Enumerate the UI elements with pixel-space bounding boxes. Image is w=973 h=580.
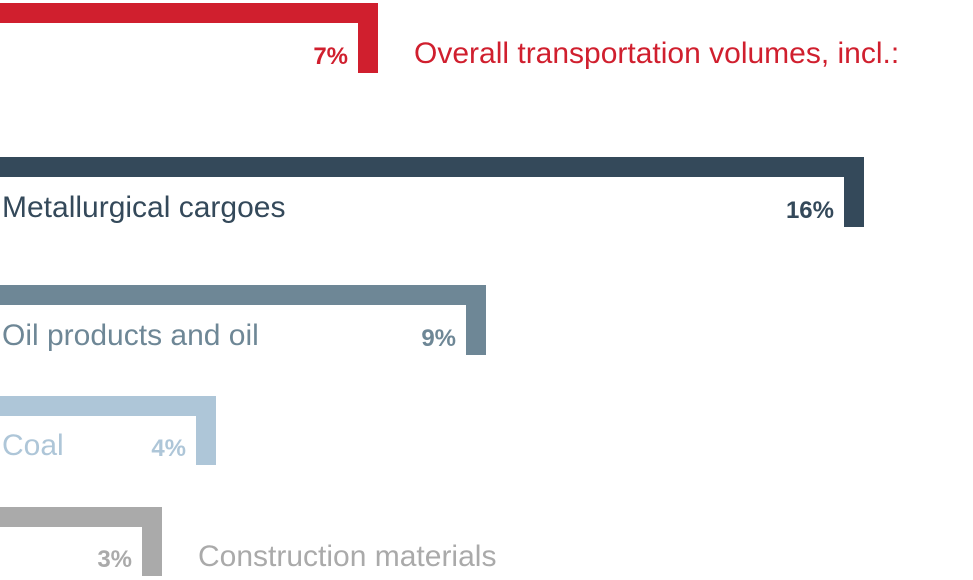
category-label-overall: Overall transportation volumes, incl.: (414, 37, 900, 70)
value-label-construction-materials: 3% (97, 546, 132, 573)
value-label-coal: 4% (151, 435, 186, 462)
category-label-coal: Coal (2, 429, 64, 462)
bar-overall (0, 3, 378, 73)
category-label-construction-materials: Construction materials (198, 540, 497, 573)
bar-metallurgical-cargoes (0, 157, 864, 227)
category-label-metallurgical-cargoes: Metallurgical cargoes (2, 191, 286, 224)
category-label-oil-products: Oil products and oil (2, 319, 259, 352)
bar-coal (0, 396, 216, 465)
value-label-oil-products: 9% (421, 325, 456, 352)
bar-construction-materials (0, 507, 162, 576)
value-label-overall: 7% (313, 43, 348, 70)
value-label-metallurgical-cargoes: 16% (785, 197, 834, 224)
bar-oil-products (0, 285, 486, 355)
